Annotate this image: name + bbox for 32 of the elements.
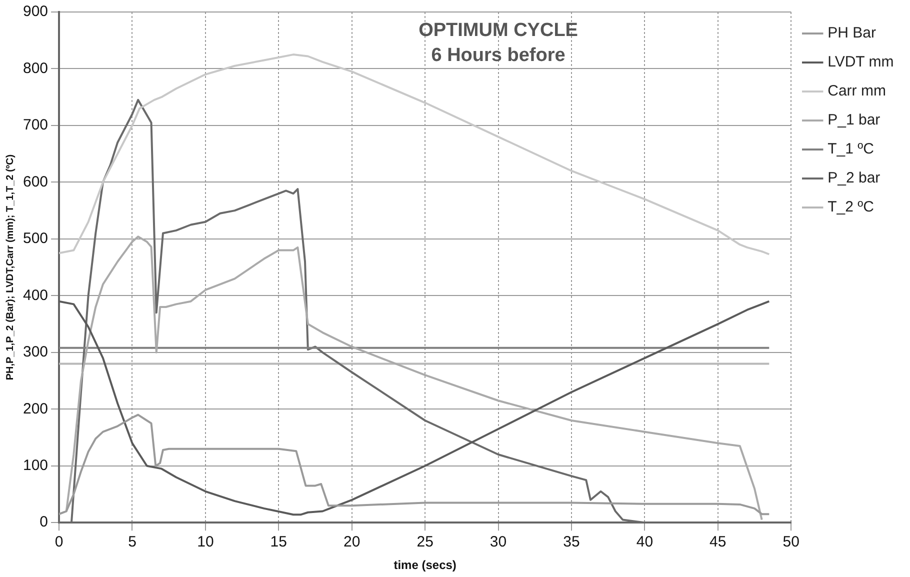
y-tick-label: 0 [40,514,48,531]
legend-label: T_1 ºC [828,140,874,158]
x-tick-label: 15 [270,534,287,551]
x-tick-label: 50 [782,534,800,551]
legend-label: T_2 ºC [828,198,874,216]
annotation: 6 Hours before [431,45,566,66]
x-tick-label: 5 [128,534,136,551]
y-tick-label: 300 [22,344,48,361]
legend-label: LVDT mm [828,54,894,71]
y-tick-label: 600 [22,173,48,190]
y-axis-title: PH,P_1,P_2 (Bar); LVDT,Carr (mm); T_1,T_2 (ºC) [4,154,16,380]
y-tick-label: 400 [22,286,48,304]
y-tick-label: 200 [22,400,48,418]
x-tick-label: 40 [636,534,654,551]
legend-label: PH Bar [828,24,876,42]
y-tick-label: 900 [22,3,48,20]
y-tick-label: 800 [22,60,48,77]
x-tick-label: 30 [490,534,507,551]
x-axis-title: time (secs) [394,558,456,572]
legend-label: Carr mm [828,82,886,100]
legend-label: P_1 bar [828,112,880,129]
x-tick-label: 10 [197,534,214,551]
annotation: OPTIMUM CYCLE [418,20,578,41]
x-tick-label: 20 [344,534,360,551]
legend-label: P_2 bar [828,170,880,187]
x-tick-label: 25 [416,534,434,551]
y-tick-label: 700 [22,116,48,134]
x-tick-label: 0 [54,534,64,551]
y-tick-label: 100 [22,457,48,474]
x-tick-label: 45 [710,534,726,551]
x-tick-label: 35 [563,534,580,551]
y-tick-label: 500 [22,230,48,248]
